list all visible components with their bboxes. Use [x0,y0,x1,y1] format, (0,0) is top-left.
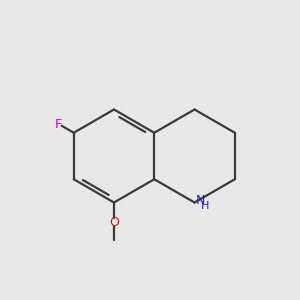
Text: F: F [55,118,62,130]
Text: N: N [196,194,206,207]
Text: H: H [201,201,209,211]
Text: O: O [109,215,119,229]
